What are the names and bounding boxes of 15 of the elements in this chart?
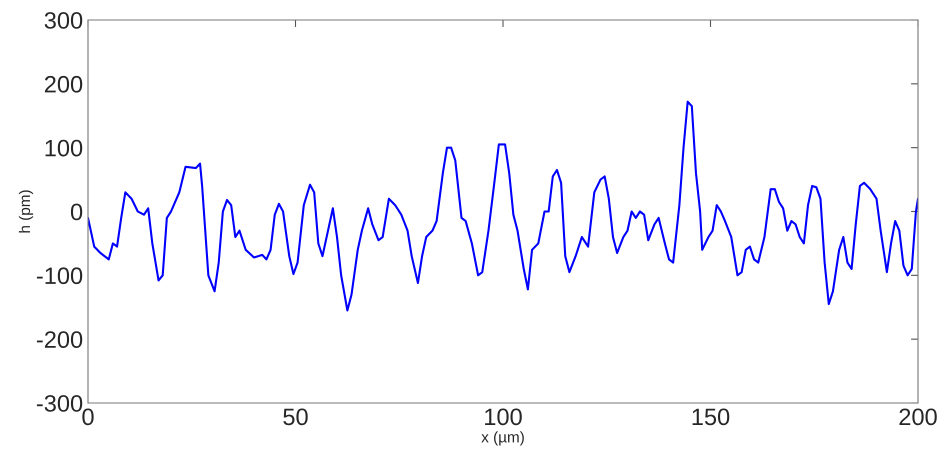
y-tick-label: -300 (36, 395, 82, 412)
y-tick-label: 0 (70, 204, 82, 220)
x-tick-label: 150 (692, 408, 730, 426)
y-tick-label: 300 (44, 12, 82, 29)
y-axis-title: h (pm) (18, 190, 34, 233)
x-tick-label: 200 (899, 408, 937, 426)
x-tick-label: 100 (485, 408, 522, 426)
y-tick-label: -100 (36, 267, 82, 284)
x-axis-title: x (µm) (481, 431, 524, 446)
line-series (88, 100, 918, 312)
y-tick-label: -200 (36, 331, 82, 348)
y-tick-label: 200 (44, 76, 82, 93)
x-tick-label: 0 (82, 408, 94, 426)
y-tick-label: 100 (46, 140, 82, 156)
x-tick-label: 50 (283, 408, 308, 426)
